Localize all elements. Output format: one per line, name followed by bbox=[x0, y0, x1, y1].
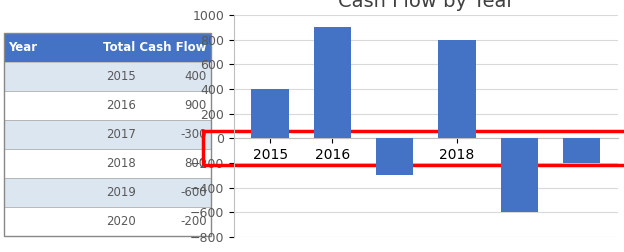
Title: Cash Flow by Year: Cash Flow by Year bbox=[338, 0, 514, 11]
Text: -600: -600 bbox=[180, 186, 207, 199]
Text: 2015: 2015 bbox=[106, 70, 135, 83]
Bar bbox=[314, 27, 351, 138]
Bar bbox=[438, 40, 475, 138]
Text: 2016: 2016 bbox=[105, 99, 135, 112]
FancyBboxPatch shape bbox=[4, 33, 211, 62]
Text: -200: -200 bbox=[180, 215, 207, 228]
Text: Total Cash Flow: Total Cash Flow bbox=[103, 41, 207, 54]
FancyBboxPatch shape bbox=[4, 62, 211, 91]
Text: 2018: 2018 bbox=[106, 157, 135, 170]
Bar bbox=[500, 138, 538, 212]
Text: 800: 800 bbox=[185, 157, 207, 170]
Bar bbox=[251, 89, 289, 138]
Bar bbox=[376, 138, 414, 175]
Text: 900: 900 bbox=[185, 99, 207, 112]
FancyBboxPatch shape bbox=[4, 178, 211, 207]
Text: 2020: 2020 bbox=[106, 215, 135, 228]
FancyBboxPatch shape bbox=[4, 207, 211, 236]
Text: 400: 400 bbox=[185, 70, 207, 83]
Text: 2017: 2017 bbox=[105, 128, 135, 141]
FancyBboxPatch shape bbox=[4, 91, 211, 120]
Text: Year: Year bbox=[9, 41, 37, 54]
Text: 2019: 2019 bbox=[105, 186, 135, 199]
FancyBboxPatch shape bbox=[4, 149, 211, 178]
Bar bbox=[563, 138, 600, 163]
FancyBboxPatch shape bbox=[4, 120, 211, 149]
Text: -300: -300 bbox=[180, 128, 207, 141]
